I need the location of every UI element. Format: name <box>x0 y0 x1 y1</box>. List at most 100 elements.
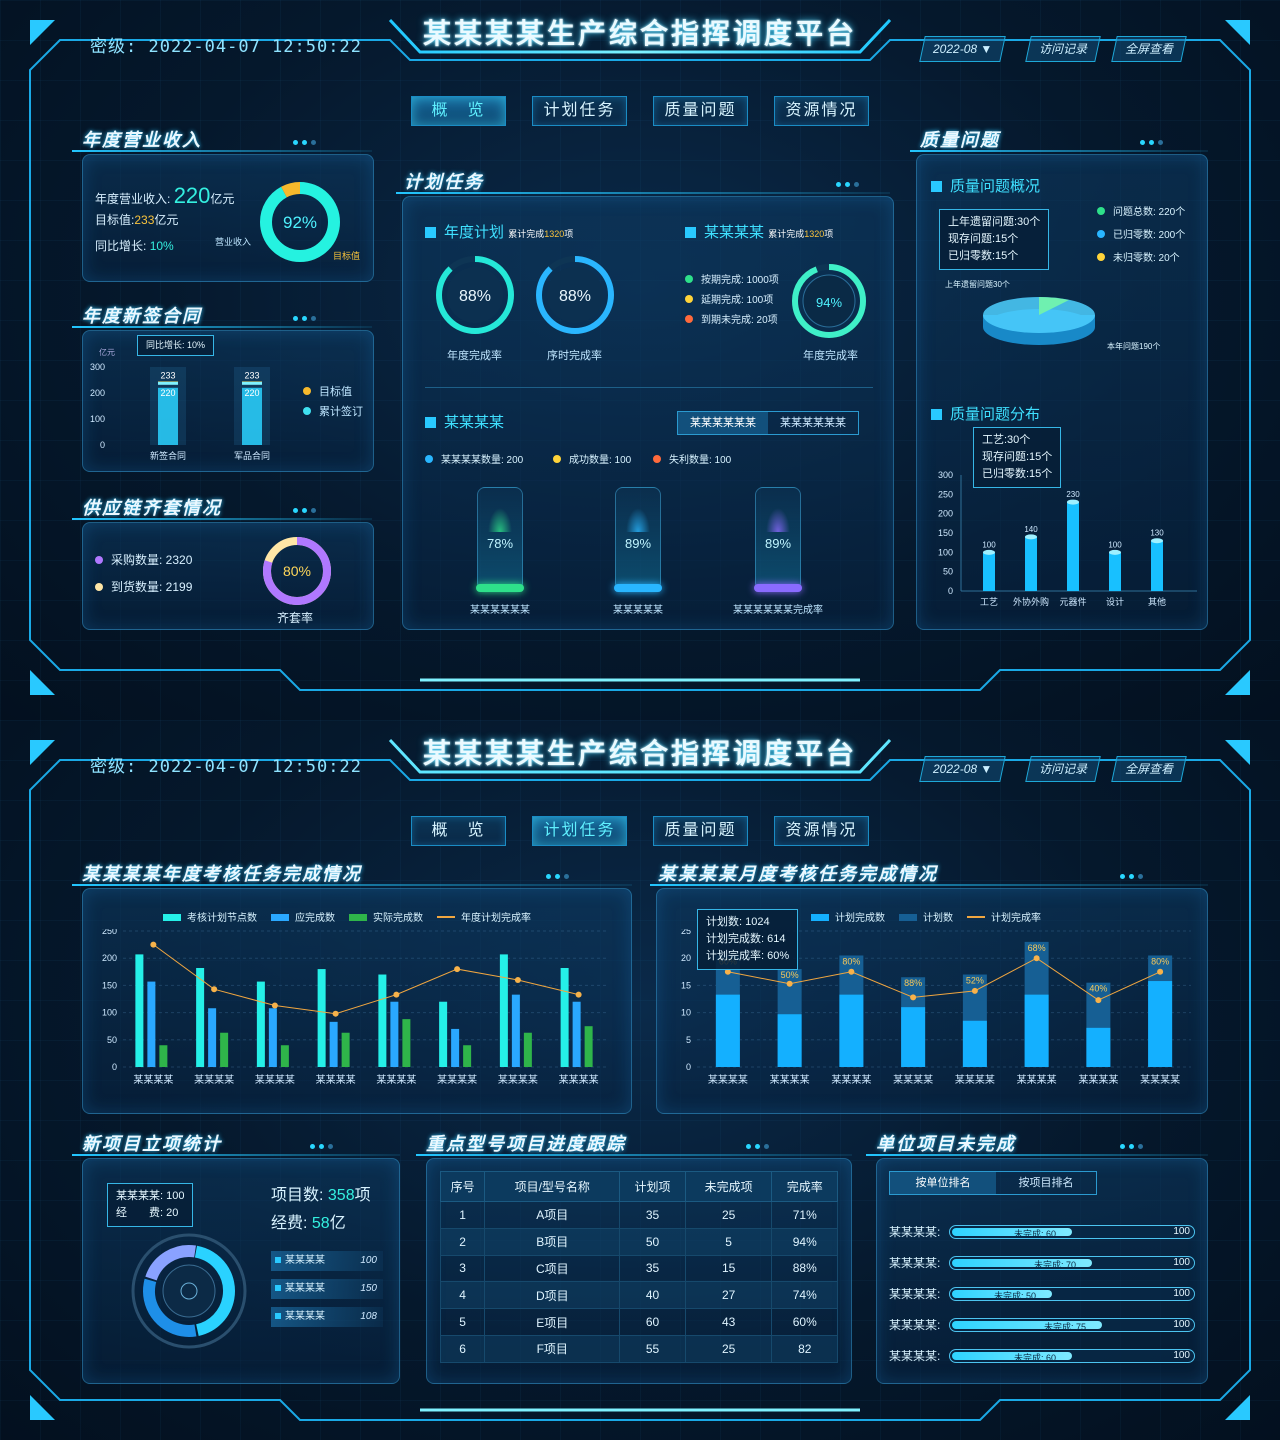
data-label: 80% <box>1151 956 1169 966</box>
tab-resource[interactable]: 资源情况 <box>774 816 869 846</box>
newproj-title: 新项目立项统计 <box>82 1134 222 1154</box>
progress-label: 未完成: 70 <box>1034 1260 1077 1270</box>
visit-log-button[interactable]: 访问记录 <box>1025 36 1101 62</box>
bar <box>1067 502 1079 591</box>
tick-label: 200 <box>90 388 105 398</box>
unit-progress: 未完成: 60 100 <box>949 1349 1195 1363</box>
quality-pie <box>983 297 1095 345</box>
tab-overview[interactable]: 概 览 <box>411 96 506 126</box>
data-label: 100 <box>982 540 996 549</box>
rank-by-project[interactable]: 按项目排名 <box>1018 1177 1074 1189</box>
divider <box>72 1154 400 1156</box>
table-row[interactable]: 2 B项目 50 5 94% <box>439 1227 838 1256</box>
table-cell: 60% <box>771 1308 838 1336</box>
rate-point <box>910 994 917 1001</box>
category-label: 某某某某 <box>770 1074 810 1086</box>
table-cell: 82 <box>771 1334 838 1363</box>
dots-decor <box>746 1144 769 1149</box>
fullscreen-button[interactable]: 全屏查看 <box>1111 756 1187 782</box>
dots-decor <box>1120 1144 1143 1149</box>
bar <box>317 969 326 1067</box>
purchase-count: 采购数量: 2320 <box>95 551 192 568</box>
table-cell: 50 <box>619 1227 686 1256</box>
dots-decor <box>310 1144 333 1149</box>
switch-a[interactable]: 某某某某某某 <box>678 412 768 434</box>
bar <box>329 1021 338 1067</box>
table-cell: 60 <box>619 1308 686 1336</box>
table-cell: 6 <box>439 1334 486 1363</box>
table-row[interactable]: 3 C项目 35 15 88% <box>439 1254 838 1283</box>
category-label: 某某某某 <box>831 1074 871 1086</box>
table-cell: E项目 <box>484 1308 621 1336</box>
bar <box>256 981 265 1067</box>
bar <box>1025 536 1037 591</box>
arrive-count: 到货数量: 2199 <box>95 578 192 595</box>
category-label: 工艺 <box>980 597 998 607</box>
rate-point <box>454 966 461 973</box>
track-table-wrap: 序号 项目/型号名称 计划项 未完成项 完成率 1 A项目 35 25 71% 2 B项目 50 5 94%… <box>439 1171 838 1363</box>
rate-point <box>393 991 400 998</box>
cylinder-label: 某某某某某 <box>613 605 663 616</box>
category-label: 某某某某 <box>1140 1074 1180 1086</box>
annual-title: 某某某某年度考核任务完成情况 <box>82 864 362 884</box>
pie-label: 本年问题190个 <box>1107 342 1161 351</box>
category-label: 某某某某 <box>893 1074 933 1086</box>
ring-label: 营业收入 <box>215 237 252 247</box>
monthly-panel: 计划数: 1024 计划完成数: 614 计划完成率: 60% 计划完成数 计划数 … <box>656 888 1208 1114</box>
plan-panel: 年度计划 累计完成1320项 88% 年度完成率 88% 序时完成率 某某某某 … <box>402 196 894 630</box>
ring-text: 88% <box>459 288 491 305</box>
item-name: 某某某某 <box>285 1283 325 1294</box>
table-row[interactable]: 4 D项目 40 27 74% <box>439 1281 838 1310</box>
visit-log-button[interactable]: 访问记录 <box>1025 756 1101 782</box>
revenue-row: 年度营业收入: 220亿元 <box>95 183 235 208</box>
data-label: 220 <box>160 388 175 398</box>
table-row[interactable]: 6 F项目 55 25 82 <box>439 1334 838 1363</box>
table-row[interactable]: 1 A项目 35 25 71% <box>439 1201 838 1229</box>
dots-decor <box>836 182 859 187</box>
unit-name: 某某某某: <box>889 1287 941 1301</box>
sub-switch: 某某某某某某 某某某某某某 <box>677 411 859 435</box>
progress-label: 未完成: 50 <box>994 1291 1037 1301</box>
annual-plan-label: 年度计划 累计完成1320项 <box>425 221 573 242</box>
cylinder-glow <box>488 508 512 532</box>
category-label: 某某某某 <box>559 1074 599 1086</box>
month-select[interactable]: 2022-08 ▼ <box>919 36 1007 62</box>
rate-point <box>514 976 521 983</box>
bar-cap <box>983 549 995 555</box>
ring-text: 88% <box>559 288 591 305</box>
bar-signed <box>158 387 178 445</box>
data-label: 233 <box>160 370 175 380</box>
table-cell: D项目 <box>484 1281 621 1310</box>
fullscreen-button[interactable]: 全屏查看 <box>1111 36 1187 62</box>
table-row[interactable]: 5 E项目 60 43 60% <box>439 1308 838 1336</box>
tick-label: 250 <box>938 489 953 499</box>
legend-delay: 延期完成: 100项 <box>685 291 773 306</box>
tab-quality[interactable]: 质量问题 <box>653 96 748 126</box>
tab-resource[interactable]: 资源情况 <box>774 96 869 126</box>
tab-plan[interactable]: 计划任务 <box>532 816 627 846</box>
bar <box>451 1028 460 1067</box>
bar <box>439 1001 448 1067</box>
table-cell: 25 <box>684 1334 773 1363</box>
legend-item: 考核计划节点数 <box>163 909 257 924</box>
bar-cap <box>158 381 178 385</box>
tab-quality[interactable]: 质量问题 <box>653 816 748 846</box>
rank-by-unit[interactable]: 按单位排名 <box>890 1172 996 1194</box>
plan-screen: 某某某某生产综合指挥调度平台 密级: 2022-04-07 12:50:22 2… <box>0 720 1280 1440</box>
month-select[interactable]: 2022-08 ▼ <box>919 756 1007 782</box>
tick-label: 100 <box>90 414 105 424</box>
data-label: 230 <box>1066 490 1080 499</box>
unit-progress: 未完成: 75 100 <box>949 1318 1195 1332</box>
table-cell: 40 <box>619 1281 686 1310</box>
supply-panel: 采购数量: 2320 到货数量: 2199 80% 齐套率 <box>82 522 374 630</box>
rate-point <box>211 986 218 993</box>
item-marker <box>275 1313 281 1319</box>
tick-label: 300 <box>90 362 105 372</box>
tab-overview[interactable]: 概 览 <box>411 816 506 846</box>
data-label: 233 <box>244 370 259 380</box>
ring-label: 序时完成率 <box>547 350 602 362</box>
tab-plan[interactable]: 计划任务 <box>532 96 627 126</box>
dots-decor <box>293 140 316 145</box>
table-cell: C项目 <box>484 1254 621 1283</box>
switch-b[interactable]: 某某某某某某 <box>780 417 846 429</box>
